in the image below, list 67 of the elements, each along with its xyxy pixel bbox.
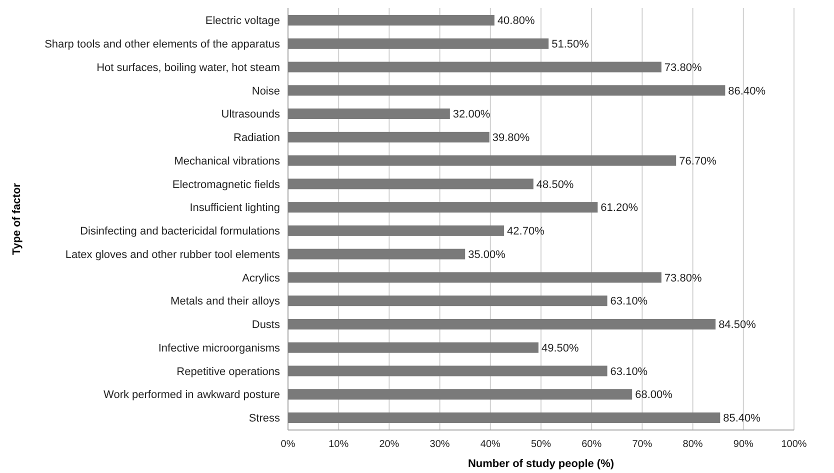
data-label: 39.80% [492, 132, 530, 144]
y-tick-label: Latex gloves and other rubber tool elements [65, 248, 280, 261]
bar [288, 38, 549, 49]
y-tick-label: Repetitive operations [176, 366, 280, 378]
x-tick-label: 0% [280, 439, 296, 450]
x-tick-label: 20% [379, 439, 400, 450]
y-tick-label: Stress [248, 412, 280, 425]
y-tick-label: Dusts [252, 319, 280, 332]
bar [288, 155, 676, 166]
x-axis-title: Number of study people (%) [468, 458, 614, 470]
y-tick-label: Metals and their alloys [170, 296, 280, 308]
y-tick-label: Acrylics [242, 272, 280, 284]
y-tick-label: Disinfecting and bactericidal formulations [80, 226, 280, 238]
bar [288, 62, 662, 72]
bar [288, 178, 534, 190]
bar [288, 272, 662, 283]
data-label: 35.00% [468, 248, 506, 261]
data-label: 84.50% [718, 319, 756, 332]
bar [288, 248, 466, 260]
data-label: 76.70% [679, 155, 717, 168]
y-tick-label: Electric voltage [205, 15, 280, 28]
bar [288, 15, 494, 26]
x-tick-label: 60% [582, 439, 602, 450]
data-label: 63.10% [610, 366, 648, 378]
data-label: 40.80% [497, 15, 535, 28]
x-tick-label: 10% [328, 439, 349, 450]
data-label: 49.50% [541, 342, 579, 354]
bar [288, 85, 726, 96]
bar [288, 225, 504, 236]
data-label: 48.50% [536, 178, 574, 191]
data-label: 68.00% [635, 389, 673, 402]
y-tick-label: Ultrasounds [221, 108, 280, 121]
y-tick-label: Infective microorganisms [158, 342, 280, 354]
bar [288, 389, 632, 400]
bar [288, 318, 716, 330]
x-tick-label: 30% [430, 439, 450, 450]
x-tick-label: 40% [480, 439, 501, 450]
y-tick-label: Radiation [234, 132, 280, 144]
bar [288, 202, 598, 213]
y-tick-label: Insufficient lighting [190, 202, 280, 214]
y-tick-label: Hot surfaces, boiling water, hot steam [96, 62, 280, 74]
bar [288, 342, 538, 353]
data-label: 85.40% [723, 412, 761, 425]
data-label: 51.50% [552, 38, 590, 51]
y-tick-label: Electromagnetic fields [172, 178, 280, 191]
y-tick-label: Mechanical vibrations [174, 155, 280, 168]
bar [288, 132, 490, 142]
data-label: 61.20% [600, 202, 638, 214]
x-tick-label: 100% [781, 439, 807, 450]
data-label: 32.00% [452, 108, 490, 121]
y-tick-label: Work performed in awkward posture [104, 389, 280, 402]
x-tick-label: 70% [632, 439, 652, 450]
data-label: 73.80% [664, 272, 702, 284]
y-tick-label: Noise [252, 85, 280, 98]
y-axis-title: Type of factor [11, 182, 23, 255]
bar [288, 108, 450, 120]
bar [288, 412, 720, 423]
y-tick-label: Sharp tools and other elements of the apparatus [44, 38, 280, 51]
x-tick-label: 50% [530, 439, 552, 450]
x-tick-label: 80% [682, 439, 703, 450]
data-label: 42.70% [507, 226, 545, 238]
data-label: 73.80% [664, 62, 702, 74]
data-label: 63.10% [610, 296, 648, 308]
x-tick-label: 90% [733, 439, 754, 450]
data-label: 86.40% [728, 85, 766, 98]
bar [288, 296, 608, 306]
bar [288, 366, 608, 376]
